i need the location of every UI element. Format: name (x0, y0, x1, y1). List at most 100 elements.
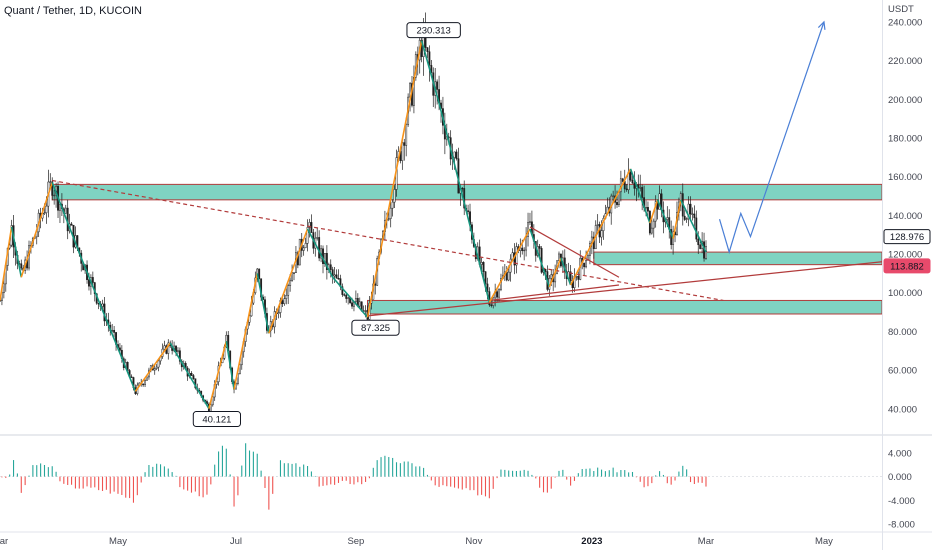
price-callout: 40.121 (192, 411, 241, 428)
trendline (52, 179, 724, 302)
candle-body (302, 247, 305, 251)
candle-body (621, 178, 624, 182)
price-axis-tag (883, 258, 931, 274)
price-callout-box (351, 319, 400, 336)
candle-body (211, 396, 214, 406)
candle-body (629, 171, 632, 181)
candle-body (64, 207, 67, 214)
y-tick-label: 40.000 (888, 404, 917, 415)
candle-body (329, 264, 332, 270)
osc-y-tick-label: -4.000 (888, 496, 915, 507)
oscillator-pane (0, 443, 882, 510)
candle-body (163, 345, 166, 350)
x-tick-label: Nov (465, 536, 482, 547)
candle-body (482, 262, 485, 272)
candle-body (293, 272, 295, 274)
candle-body (178, 350, 181, 362)
candle-body (569, 271, 572, 281)
candle-body (51, 181, 54, 196)
candle-body (190, 373, 193, 376)
candle-body (91, 277, 94, 283)
candle-body (118, 347, 121, 351)
candle-body (521, 247, 524, 252)
price-callout: 230.313 (406, 22, 461, 39)
candle-body (144, 380, 146, 385)
candle-body (403, 142, 406, 146)
candle-body (130, 376, 133, 378)
swing-segment (20, 182, 53, 278)
candle-body (654, 201, 657, 222)
candle-body (652, 220, 655, 229)
candle-body (583, 262, 586, 268)
trendline (367, 261, 883, 317)
swing-segment (51, 182, 82, 259)
price-callout: 87.325 (351, 319, 400, 336)
projection-arrowhead (817, 20, 826, 30)
overlay-layer: 230.313 87.325 40.121 128.976 113.882 (192, 22, 931, 428)
swing-segment (169, 342, 210, 409)
candle-body (167, 342, 170, 354)
candle-body (544, 269, 547, 272)
candle-body (600, 230, 603, 238)
candle-body (70, 223, 73, 226)
candle-body (496, 291, 499, 298)
candle-body (306, 227, 309, 244)
candle-body (354, 298, 357, 302)
x-tick-label: Sep (347, 536, 364, 547)
swing-segment (560, 257, 572, 286)
candle-body (645, 207, 647, 209)
candle-body (258, 268, 261, 279)
candle-body (529, 221, 531, 223)
candle-body (633, 182, 636, 189)
candle-body (420, 39, 423, 57)
trendline (489, 284, 620, 302)
candle-body (345, 294, 348, 299)
candle-body (113, 329, 116, 333)
candle-body (697, 238, 700, 246)
candle-body (325, 253, 328, 270)
osc-y-tick-label: 4.000 (888, 448, 912, 459)
y-tick-label: 220.000 (888, 56, 922, 67)
price-axis-tag-label: 128.976 (890, 232, 924, 243)
candle-body (358, 301, 361, 307)
y-tick-label: 160.000 (888, 172, 922, 183)
candle-body (316, 237, 319, 239)
x-tick-label: Mar (0, 536, 8, 547)
candle-body (616, 202, 618, 205)
swing-segment (420, 40, 440, 104)
candle-body (507, 271, 510, 281)
candle-body (480, 262, 483, 265)
y-tick-label: 200.000 (888, 95, 922, 106)
candle-body (691, 213, 694, 215)
candle-body (177, 350, 179, 353)
candle-body (310, 222, 313, 233)
x-tick-label: May (815, 536, 833, 547)
candle-body (467, 210, 470, 212)
y-tick-label: 240.000 (888, 17, 922, 28)
candle-body (318, 237, 321, 259)
candle-body (453, 151, 456, 158)
x-tick-label: May (109, 536, 127, 547)
candle-body (238, 364, 241, 375)
candle-body (641, 187, 644, 198)
osc-y-tick-label: -8.000 (888, 520, 915, 531)
candle-body (341, 286, 344, 295)
candle-body (101, 303, 104, 307)
candle-body (550, 274, 553, 279)
support-resistance-zone (51, 183, 883, 201)
candle-body (146, 376, 148, 381)
candle-body (492, 297, 495, 306)
swing-segment (548, 257, 562, 288)
candle-body (153, 368, 156, 371)
swing-segment (649, 199, 659, 224)
candle-body (49, 181, 52, 183)
candle-body (705, 246, 707, 259)
y-axis-unit: USDT (888, 4, 914, 15)
candle-body (391, 201, 394, 209)
candle-body (337, 277, 340, 280)
candle-body (538, 246, 541, 249)
y-tick-label: 180.000 (888, 133, 922, 144)
candle-body (142, 383, 145, 386)
